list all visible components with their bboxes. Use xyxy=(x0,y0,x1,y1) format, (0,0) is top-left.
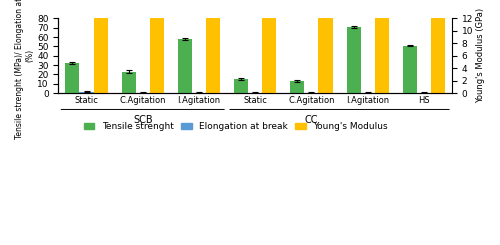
Text: SCB: SCB xyxy=(133,115,152,125)
Bar xyxy=(80,92,94,93)
Y-axis label: Tensile strenght (MPa)/ Elongation at break
(%): Tensile strenght (MPa)/ Elongation at br… xyxy=(15,0,34,138)
Bar xyxy=(178,39,192,93)
Bar xyxy=(346,27,360,93)
Bar xyxy=(122,72,136,93)
Bar xyxy=(150,0,164,93)
Bar xyxy=(66,63,80,93)
Bar xyxy=(403,46,417,93)
Bar xyxy=(234,79,248,93)
Bar xyxy=(262,0,276,93)
Bar xyxy=(318,0,332,93)
Bar xyxy=(431,0,445,93)
Bar xyxy=(374,0,388,93)
Text: CC: CC xyxy=(304,115,318,125)
Legend: Tensile strenght, Elongation at break, Young's Modulus: Tensile strenght, Elongation at break, Y… xyxy=(80,119,391,135)
Bar xyxy=(94,0,108,93)
Bar xyxy=(206,0,220,93)
Y-axis label: Young's Modulus (GPa): Young's Modulus (GPa) xyxy=(476,8,485,103)
Bar xyxy=(290,81,304,93)
